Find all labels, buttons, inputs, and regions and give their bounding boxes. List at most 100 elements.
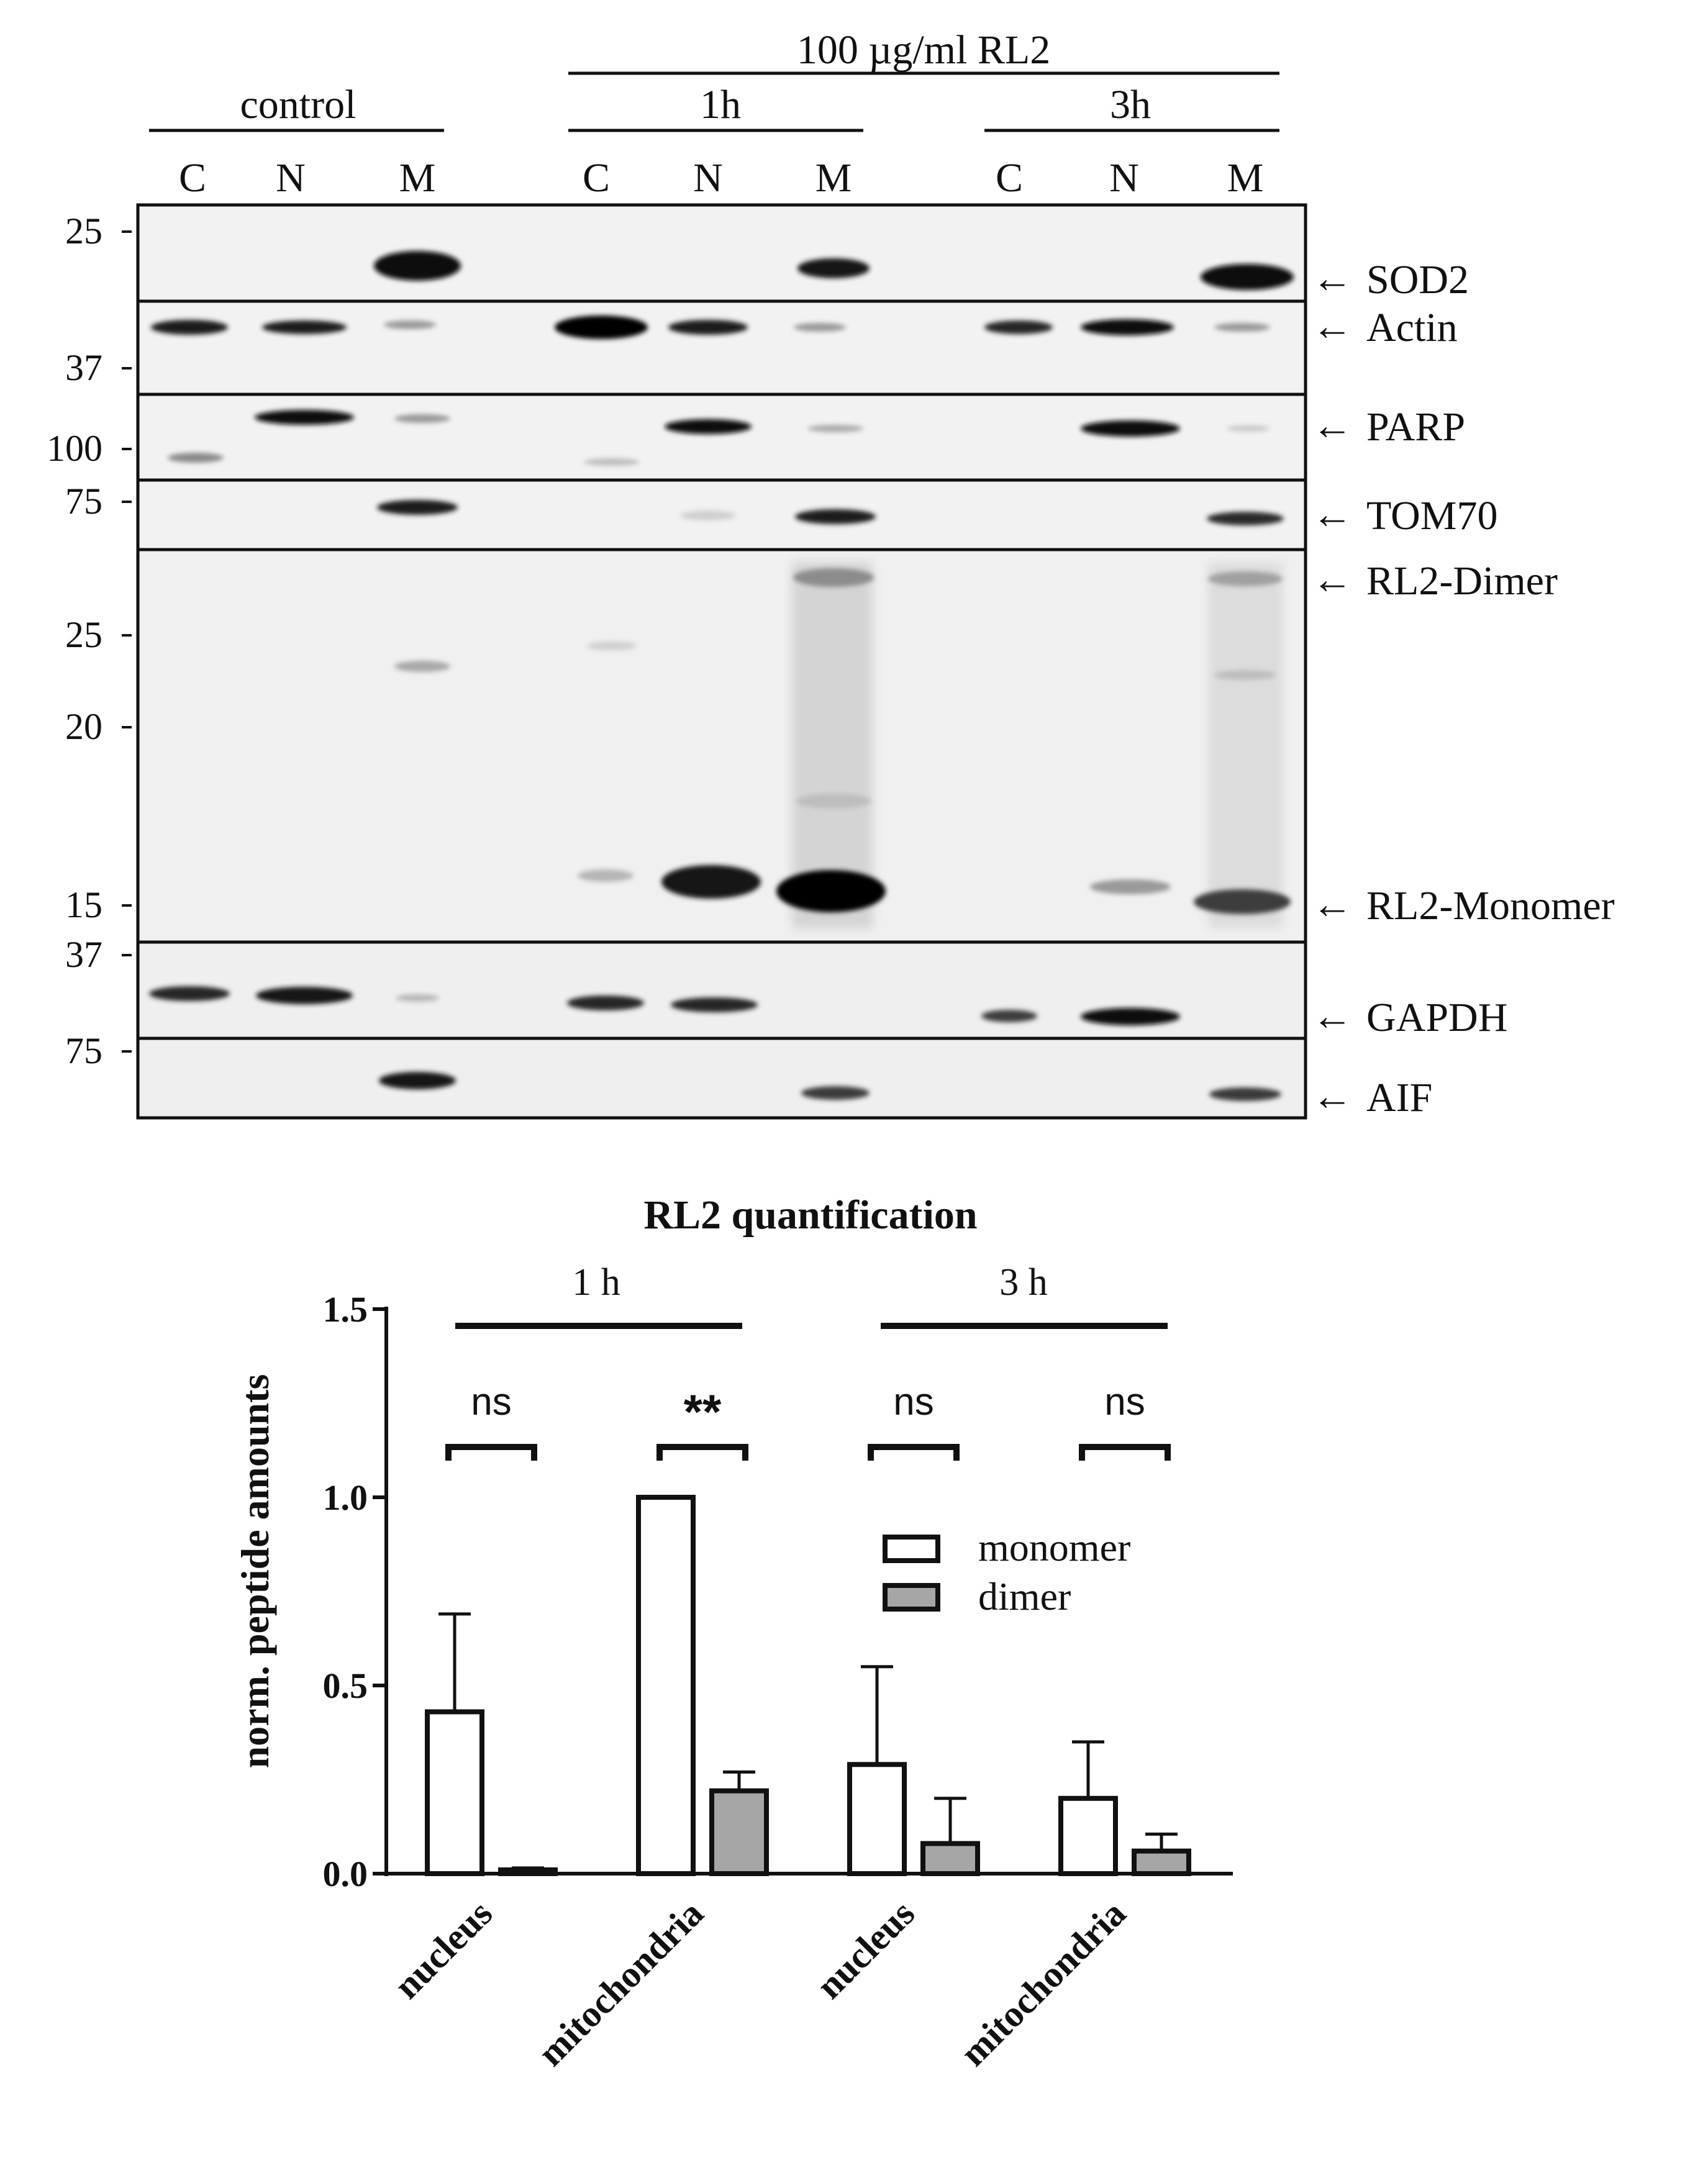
- band: [797, 258, 870, 278]
- panel-actin: [136, 299, 1307, 396]
- lane-label: M: [1227, 155, 1264, 201]
- band: [396, 994, 439, 1002]
- arrow-left-icon: ←: [1312, 557, 1353, 602]
- x-category-label: mitochondria: [530, 1893, 711, 2074]
- band: [394, 414, 450, 423]
- band: [1209, 1087, 1281, 1101]
- lane-label: C: [996, 155, 1023, 201]
- band: [567, 996, 644, 1010]
- time-group-label: 1 h: [572, 1261, 620, 1304]
- band: [793, 568, 874, 587]
- y-axis-label: norm. peptide amounts: [233, 1374, 277, 1769]
- x-category-labels: nucleus mitochondria nucleus mitochondria: [386, 1893, 1133, 2074]
- mw-marker-label: 75: [65, 1030, 102, 1071]
- protein-label: Actin: [1366, 305, 1458, 350]
- lane-label: N: [693, 155, 723, 201]
- y-tick-label: 0.0: [323, 1854, 368, 1894]
- lane-label: M: [815, 155, 852, 201]
- band: [262, 320, 347, 334]
- protein-label: PARP: [1366, 404, 1465, 450]
- band: [1081, 420, 1180, 437]
- protein-label: AIF: [1366, 1075, 1432, 1120]
- y-tick-label: 1.0: [323, 1477, 368, 1518]
- band: [984, 320, 1053, 334]
- arrow-left-icon: ←: [1312, 994, 1353, 1039]
- band: [680, 510, 736, 520]
- significance-label: **: [684, 1384, 722, 1439]
- band: [801, 1086, 870, 1100]
- bar-dimer: [920, 1841, 980, 1877]
- band: [1207, 512, 1284, 525]
- lane-label: M: [399, 155, 436, 201]
- legend-swatch-dimer: [883, 1583, 940, 1612]
- smear: [1208, 562, 1283, 928]
- band: [671, 997, 758, 1012]
- arrow-left-icon: ←: [1312, 304, 1353, 349]
- band: [1081, 319, 1174, 335]
- arrow-left-icon: ←: [1312, 256, 1353, 301]
- band: [379, 1072, 456, 1089]
- chart-bars: [425, 1495, 1191, 1877]
- time-group-label: 3 h: [999, 1261, 1048, 1304]
- band: [794, 323, 846, 332]
- blot-bands: [149, 251, 1294, 1101]
- group-label-1h: 1h: [700, 82, 741, 127]
- band: [796, 794, 871, 809]
- band: [168, 453, 224, 463]
- band: [151, 320, 228, 335]
- mw-marker-label: 25: [65, 614, 102, 655]
- time-group-labels: 1 h 3 h: [455, 1261, 1168, 1329]
- arrow-left-icon: ←: [1312, 403, 1353, 448]
- band: [981, 1010, 1037, 1022]
- band: [1081, 1008, 1180, 1025]
- mw-marker-label: 100: [47, 428, 102, 469]
- significance-bracket: [445, 1444, 537, 1461]
- arrow-left-icon: ←: [1312, 882, 1353, 927]
- western-blot: 100 µg/ml RL2 control 1h 3h C N M C N M …: [47, 27, 1615, 1120]
- band: [256, 987, 353, 1004]
- band: [384, 320, 436, 329]
- band: [776, 870, 886, 912]
- band: [665, 419, 752, 434]
- mw-markers: 25 37 100 75 25 20 15 37 75: [47, 211, 132, 1071]
- band: [578, 869, 634, 882]
- arrow-left-icon: ←: [1312, 1074, 1353, 1119]
- blot-panels: [136, 203, 1307, 1120]
- x-category-label: mitochondria: [952, 1893, 1133, 2074]
- band: [668, 320, 748, 335]
- bar-dimer: [1132, 1848, 1191, 1876]
- y-tick-label: 0.5: [323, 1666, 368, 1706]
- x-category-label: nucleus: [386, 1893, 500, 2007]
- mw-marker-label: 25: [65, 211, 102, 252]
- band: [149, 986, 230, 1001]
- band: [807, 425, 863, 432]
- band: [555, 315, 648, 339]
- protein-labels: ← SOD2 ← Actin ← PARP ← TOM70 ← RL2-Dime…: [1312, 256, 1615, 1120]
- band: [661, 865, 761, 899]
- treatment-label: 100 µg/ml RL2: [797, 27, 1050, 73]
- protein-label: SOD2: [1366, 257, 1469, 302]
- group-label-control: control: [240, 82, 357, 127]
- band: [255, 410, 354, 425]
- mw-marker-label: 20: [65, 706, 102, 747]
- legend-swatch-monomer: [883, 1535, 940, 1563]
- significance-label: ns: [471, 1381, 511, 1423]
- protein-label: RL2-Dimer: [1366, 558, 1558, 604]
- band: [1194, 889, 1291, 914]
- band: [374, 251, 461, 281]
- band: [584, 458, 640, 466]
- blot-header: 100 µg/ml RL2 control 1h 3h C N M C N M …: [149, 27, 1279, 201]
- lane-label: N: [276, 155, 306, 201]
- mw-marker-label: 37: [65, 347, 102, 388]
- bar-monomer: [1058, 1795, 1118, 1877]
- lane-label: C: [583, 155, 610, 201]
- mw-marker-label: 37: [65, 934, 102, 975]
- band: [1227, 425, 1270, 432]
- band: [1090, 879, 1171, 894]
- x-category-label: nucleus: [809, 1893, 922, 2007]
- legend-label: monomer: [978, 1525, 1130, 1569]
- bar-monomer: [425, 1709, 484, 1876]
- rl2-quantification-chart: RL2 quantification norm. peptide amounts…: [233, 1192, 1233, 2074]
- panel-parp: [136, 392, 1307, 482]
